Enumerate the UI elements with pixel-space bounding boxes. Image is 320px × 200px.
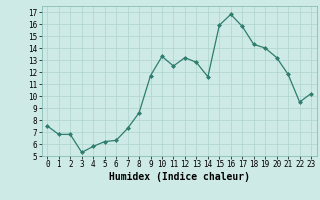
X-axis label: Humidex (Indice chaleur): Humidex (Indice chaleur): [109, 172, 250, 182]
